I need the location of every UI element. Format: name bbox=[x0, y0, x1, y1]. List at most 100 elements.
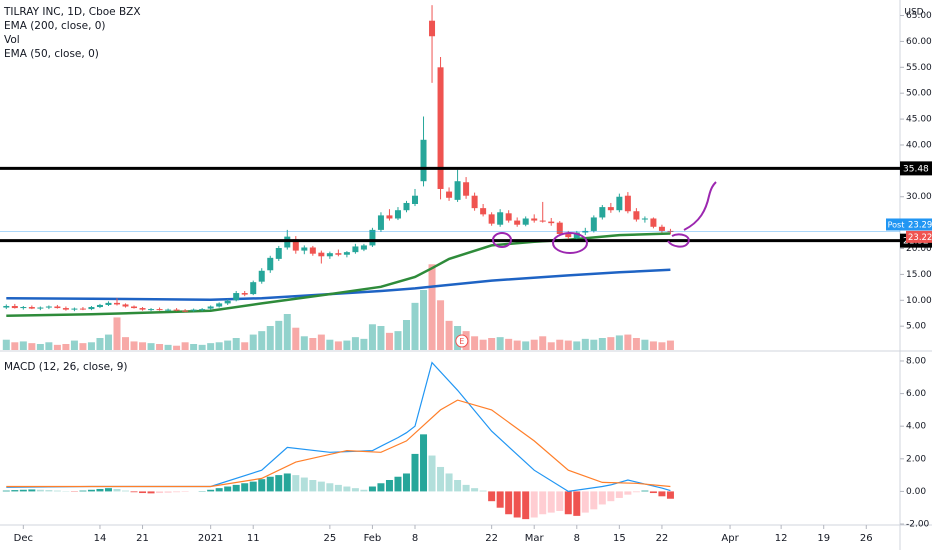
y-tick-label: 40.00 bbox=[906, 140, 932, 150]
volume-bar bbox=[488, 338, 496, 350]
candle-body bbox=[437, 67, 444, 189]
volume-bar bbox=[615, 335, 623, 350]
histogram-bar bbox=[556, 491, 564, 511]
volume-bar bbox=[564, 340, 572, 350]
line bbox=[6, 399, 671, 488]
volume-bar bbox=[649, 341, 657, 350]
histogram-bar bbox=[326, 483, 334, 492]
volume-bar bbox=[607, 337, 615, 350]
candle-body bbox=[207, 306, 214, 309]
histogram-bar bbox=[53, 490, 61, 492]
candle-body bbox=[309, 247, 316, 254]
candle-body bbox=[352, 246, 359, 253]
volume-bar bbox=[45, 342, 53, 350]
histogram-bar bbox=[649, 491, 657, 494]
candle-body bbox=[463, 182, 470, 196]
histogram-bar bbox=[488, 491, 496, 502]
histogram-bar bbox=[300, 477, 308, 492]
post-value: 23.29 bbox=[908, 220, 932, 230]
volume-bar bbox=[70, 340, 78, 350]
drawn-circle bbox=[552, 232, 588, 254]
histogram-bar bbox=[266, 476, 274, 492]
histogram-bar bbox=[104, 488, 112, 492]
histogram-bar bbox=[658, 491, 666, 497]
candle-body bbox=[488, 214, 495, 224]
x-tick-label: Dec bbox=[14, 533, 33, 544]
candle-body bbox=[446, 191, 453, 198]
candle-body bbox=[318, 252, 325, 257]
volume-bar bbox=[317, 334, 325, 350]
histogram-bar bbox=[522, 491, 530, 520]
volume-bar bbox=[232, 338, 240, 350]
histogram-bar bbox=[87, 489, 95, 492]
candle-body bbox=[573, 232, 580, 239]
y-tick-label: -2.00 bbox=[906, 520, 930, 530]
y-tick-label: 50.00 bbox=[906, 89, 932, 99]
legend-entry: EMA (200, close, 0) bbox=[4, 20, 106, 32]
volume-bar bbox=[522, 341, 530, 350]
volume-bar bbox=[420, 290, 428, 350]
candle-body bbox=[369, 229, 376, 246]
histogram-bar bbox=[368, 486, 376, 492]
candle-body bbox=[616, 196, 623, 211]
histogram-bar bbox=[96, 488, 104, 492]
histogram-bar bbox=[479, 490, 487, 492]
volume-bar bbox=[394, 331, 402, 350]
candle-body bbox=[471, 195, 478, 209]
volume-bar bbox=[385, 332, 393, 350]
histogram-bar bbox=[573, 491, 581, 516]
volume-bar bbox=[258, 331, 266, 350]
y-tick-label: 65.00 bbox=[906, 11, 932, 21]
histogram-bar bbox=[539, 491, 547, 515]
volume-bar bbox=[351, 337, 359, 350]
histogram-bar bbox=[632, 491, 640, 493]
candle-body bbox=[565, 234, 572, 238]
candle-body bbox=[122, 304, 129, 307]
volume-bar bbox=[122, 337, 130, 350]
post-tag: Post bbox=[888, 220, 905, 229]
volume-bar bbox=[428, 264, 436, 350]
volume-bar bbox=[590, 339, 598, 350]
candle-body bbox=[386, 215, 393, 219]
histogram-bar bbox=[411, 453, 419, 492]
histogram-bar bbox=[275, 475, 283, 492]
volume-bar bbox=[130, 341, 138, 350]
x-tick-label: 21 bbox=[136, 533, 149, 544]
x-tick-label: 25 bbox=[323, 533, 336, 544]
volume-bar bbox=[360, 338, 368, 350]
histogram-bar bbox=[113, 488, 121, 492]
histogram-bar bbox=[343, 486, 351, 492]
volume-bar bbox=[275, 320, 283, 350]
candle-body bbox=[54, 306, 61, 309]
histogram-bar bbox=[147, 491, 155, 494]
volume-bar bbox=[666, 340, 674, 350]
candle-body bbox=[28, 307, 35, 309]
histogram-bar bbox=[547, 491, 555, 513]
histogram-bar bbox=[666, 491, 674, 499]
candle-body bbox=[514, 220, 521, 225]
volume-bar bbox=[632, 338, 640, 350]
candle-body bbox=[429, 20, 436, 37]
histogram-bar bbox=[36, 489, 44, 492]
volume-bar bbox=[402, 320, 410, 350]
candle-body bbox=[505, 213, 512, 221]
x-tick-label: 15 bbox=[613, 533, 626, 544]
volume-bar bbox=[573, 341, 581, 350]
candle-body bbox=[62, 308, 69, 310]
volume-bar bbox=[207, 343, 215, 350]
histogram-bar bbox=[615, 491, 623, 498]
histogram-bar bbox=[624, 491, 632, 495]
candle-body bbox=[360, 245, 367, 250]
x-tick-label: 14 bbox=[94, 533, 107, 544]
candle-body bbox=[650, 218, 657, 227]
candle-body bbox=[233, 293, 240, 301]
x-tick-label: 12 bbox=[775, 533, 788, 544]
volume-bar bbox=[53, 344, 61, 350]
x-tick-label: 11 bbox=[247, 533, 260, 544]
volume-bar bbox=[556, 339, 564, 350]
y-tick-label: 20.00 bbox=[906, 244, 932, 254]
currency-label: USD bbox=[904, 8, 923, 18]
histogram-bar bbox=[241, 483, 249, 492]
histogram-bar bbox=[377, 483, 385, 492]
candle-body bbox=[71, 308, 78, 310]
